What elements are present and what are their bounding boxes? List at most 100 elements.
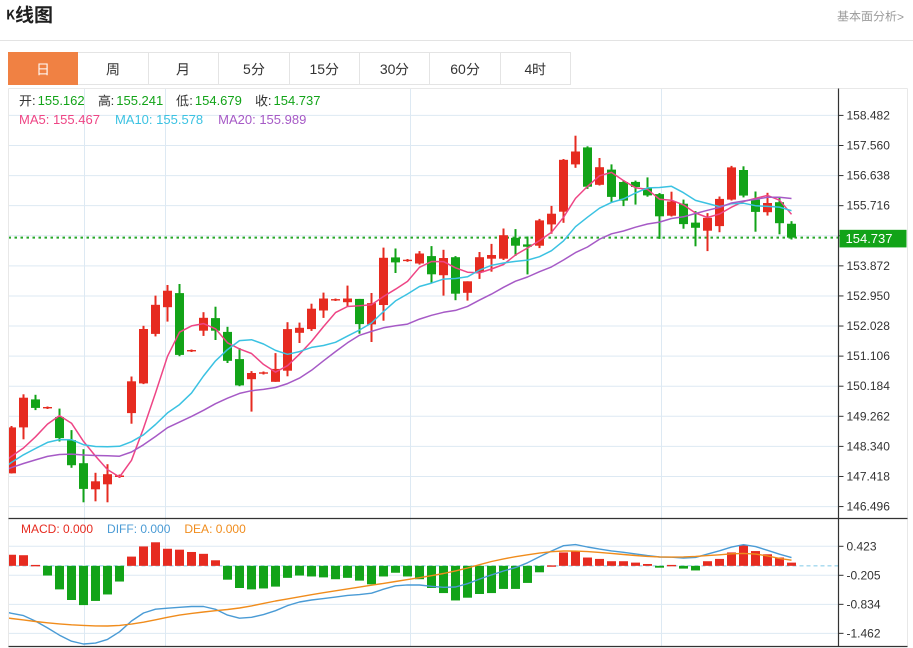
candle-body — [91, 481, 100, 490]
ma-info-row: MA5: 155.467 MA10: 155.578 MA20: 155.989 — [19, 112, 306, 127]
ohlc-value-2: 154.679 — [194, 93, 242, 108]
candle-body — [295, 327, 304, 333]
price-tick-label: 153.872 — [847, 259, 891, 273]
candle-body — [8, 427, 16, 474]
candle-body — [787, 223, 796, 238]
page-title — [7, 5, 53, 27]
macd-bar — [199, 553, 208, 566]
fundamental-analysis-link[interactable]: > — [837, 10, 904, 24]
macd-bar — [631, 562, 640, 566]
macd-bar — [523, 565, 532, 583]
price-tick-label: 157.560 — [847, 138, 891, 152]
ma-lines-layer — [8, 171, 793, 478]
candle-body — [607, 169, 616, 197]
candle-body — [547, 213, 556, 225]
candle-body — [367, 303, 376, 325]
macd-bar — [655, 565, 664, 568]
candle-body — [739, 169, 748, 196]
tab-30min[interactable]: 30 — [359, 52, 431, 85]
macd-bar — [19, 555, 28, 566]
candle-body — [487, 255, 496, 259]
candle-body — [151, 304, 160, 334]
candle-body — [259, 372, 268, 374]
ohlc-item-2: :154.679 — [176, 93, 242, 108]
macd-bar — [319, 565, 328, 578]
candle-body — [343, 298, 352, 303]
candle-body — [535, 220, 544, 246]
candle-body — [439, 258, 448, 276]
ma-item-0: MA5: 155.467 — [19, 112, 100, 127]
candle-body — [499, 235, 508, 259]
candle-body — [235, 359, 244, 386]
price-tick-label: 151.106 — [847, 349, 891, 363]
macd-bar — [295, 565, 304, 576]
macd-bar — [691, 565, 700, 571]
candle-body — [223, 331, 232, 361]
current-price-box — [839, 229, 907, 248]
candle-body — [715, 198, 724, 227]
ma-item-1: MA10: 155.578 — [114, 112, 204, 127]
macd-bar — [163, 548, 172, 566]
macd-bar — [367, 565, 376, 585]
macd-bar — [343, 565, 352, 578]
price-tick-label: 152.028 — [847, 319, 891, 333]
macd-bar — [247, 565, 256, 590]
header-divider — [0, 40, 913, 41]
macd-legend-item-2: DEA: 0.000 — [184, 522, 246, 536]
macd-bar — [703, 561, 712, 566]
price-tick-label: 147.418 — [847, 469, 891, 483]
macd-bar — [151, 542, 160, 566]
macd-bar — [499, 565, 508, 589]
tab-month[interactable] — [148, 52, 220, 85]
tab-4hour[interactable]: 4 — [500, 52, 572, 85]
macd-bar — [55, 565, 64, 590]
macd-bar — [427, 565, 436, 588]
macd-bar — [787, 562, 796, 566]
macd-tick-label: -0.205 — [847, 568, 881, 582]
candle-body — [763, 202, 772, 213]
macd-bar — [127, 556, 136, 566]
macd-bar — [751, 551, 760, 566]
candle-wick — [346, 285, 349, 307]
candle-body — [571, 151, 580, 165]
ma-line-ma20 — [8, 196, 792, 470]
price-tick-label: 148.340 — [847, 439, 891, 453]
candle-body — [655, 194, 664, 217]
candle-body — [451, 257, 460, 294]
ma-line-ma10 — [8, 185, 792, 466]
macd-bar — [259, 565, 268, 589]
macd-bar — [403, 565, 412, 577]
candle-body — [355, 298, 364, 325]
macd-tick-label: 0.423 — [847, 539, 877, 553]
ohlc-item-3: :154.737 — [255, 93, 321, 108]
candle-body — [103, 474, 112, 485]
macd-bar — [415, 565, 424, 580]
candle-body — [127, 381, 136, 414]
price-tick-label: 150.184 — [847, 379, 891, 393]
tab-week[interactable] — [78, 52, 149, 85]
candle-body — [427, 256, 436, 275]
macd-bar — [739, 545, 748, 566]
macd-bar — [139, 546, 148, 566]
macd-bar — [211, 560, 220, 566]
macd-lines-layer — [8, 543, 792, 645]
tab-15min[interactable]: 15 — [289, 52, 360, 85]
candle-body — [679, 203, 688, 225]
tab-60min[interactable]: 60 — [430, 52, 501, 85]
price-tick-label: 155.716 — [847, 199, 891, 213]
candle-body — [175, 293, 184, 355]
candle-body — [667, 201, 676, 216]
tab-5min[interactable]: 5 — [219, 52, 290, 85]
macd-bar — [79, 565, 88, 606]
candle-body — [703, 217, 712, 231]
macd-bar — [187, 551, 196, 566]
candle-body — [139, 328, 148, 384]
macd-bar — [775, 557, 784, 566]
tab-day[interactable] — [8, 52, 79, 85]
macd-bar — [31, 564, 40, 567]
ohlc-item-0: :155.162 — [19, 93, 85, 108]
candle-body — [727, 167, 736, 200]
candle-body — [55, 417, 64, 439]
macd-bar — [511, 565, 520, 589]
